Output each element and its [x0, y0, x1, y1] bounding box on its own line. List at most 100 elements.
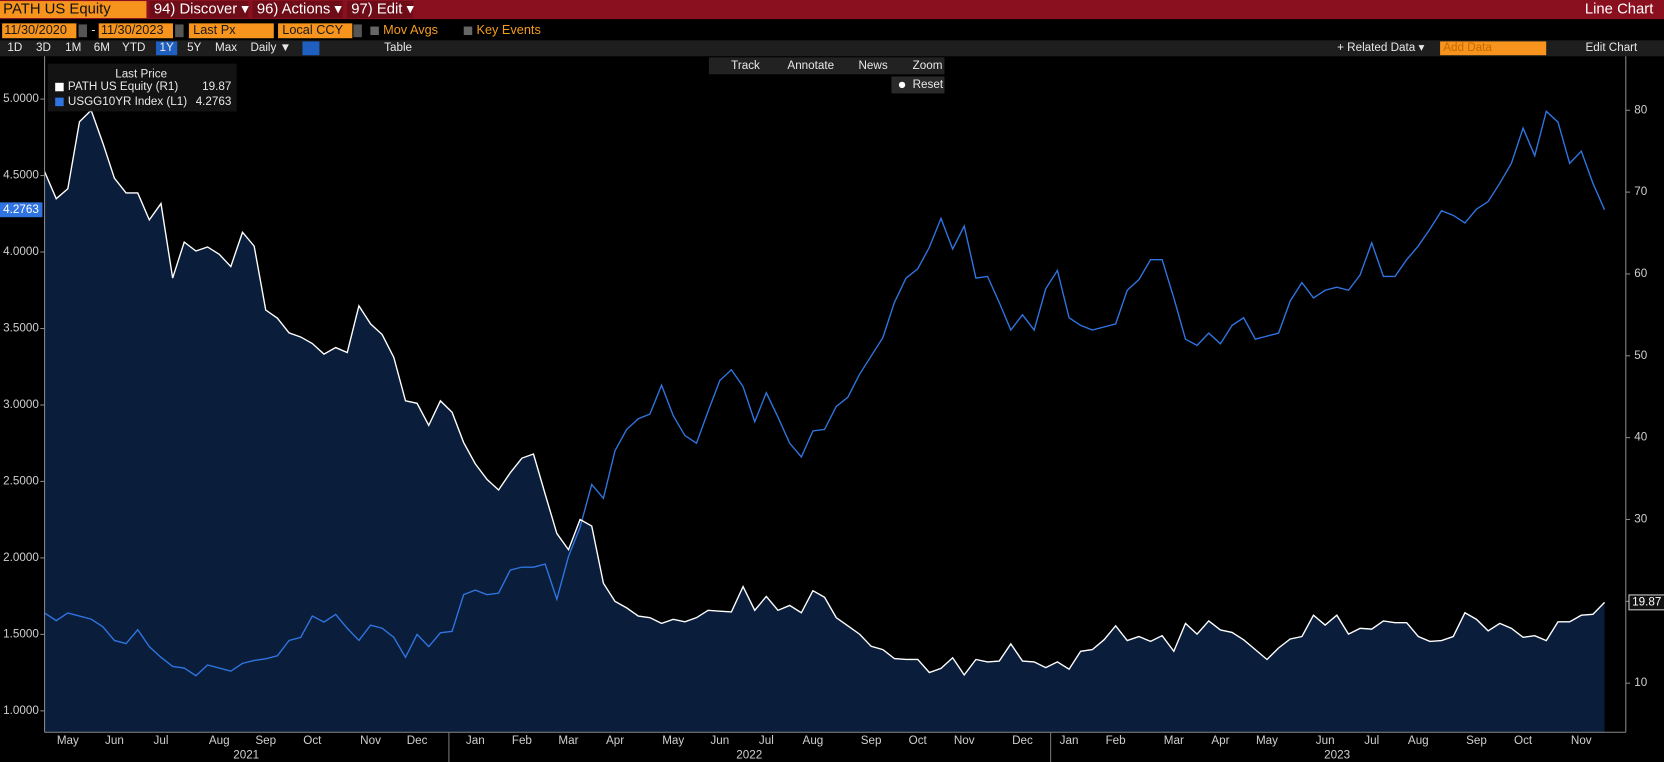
- x-tick-label: Sep: [255, 734, 276, 747]
- x-tick-label: Aug: [209, 734, 230, 747]
- reset-button[interactable]: [891, 76, 945, 94]
- period[interactable]: Daily ▼: [250, 41, 291, 54]
- dropdown-icon[interactable]: [353, 24, 362, 38]
- field-input[interactable]: [188, 23, 274, 39]
- y-tick-label: 3.5000: [3, 322, 39, 335]
- menu-button[interactable]: [347, 1, 413, 19]
- y2-tick-label: 40: [1634, 431, 1647, 444]
- x-tick-label: Feb: [512, 734, 532, 747]
- range[interactable]: 1Y: [159, 41, 173, 54]
- x-tick-label: May: [1256, 734, 1278, 747]
- legend: [47, 63, 237, 112]
- range-buttons: 1D 3D 1M 6M YTD 1Y 5Y Max: [7, 41, 237, 56]
- plot: 1.0000 1.5000 2.0000 2.5000 3.0000 3.5000 4.00…: [0, 56, 1664, 747]
- currency-input[interactable]: [278, 23, 353, 39]
- x-tick-label: Nov: [360, 734, 381, 747]
- legend-label: USGG10YR Index (L1): [68, 95, 187, 108]
- range[interactable]: 5Y: [187, 41, 201, 54]
- currency[interactable]: Local CCY: [282, 22, 343, 37]
- x-tick-label: Jun: [105, 734, 124, 747]
- reset[interactable]: Reset: [913, 78, 944, 91]
- menu[interactable]: 96) Actions ▾: [257, 1, 343, 17]
- reset-icon[interactable]: [898, 81, 906, 89]
- y-tick-label: 2.0000: [3, 551, 39, 564]
- year-label: 2022: [736, 749, 762, 762]
- line: [43, 109, 1606, 677]
- line-icon[interactable]: [302, 41, 320, 56]
- x-tick-label: Jul: [1364, 734, 1379, 747]
- y-tick-label: 3.0000: [3, 398, 39, 411]
- legend-title: Last Price: [115, 67, 167, 80]
- x-tick-label: Apr: [606, 734, 624, 747]
- x-tick-label: Sep: [1466, 734, 1487, 747]
- calendar-icon[interactable]: [78, 24, 88, 38]
- y-tick-label: 1.0000: [3, 704, 39, 717]
- x-tick-label: Nov: [1571, 734, 1592, 747]
- last-value-badge: [1628, 594, 1664, 611]
- add-data[interactable]: Add Data: [1443, 41, 1492, 54]
- tool[interactable]: Zoom: [913, 59, 943, 72]
- view-name: Line Chart: [1585, 1, 1654, 17]
- legend-swatch: [55, 97, 64, 107]
- range[interactable]: YTD: [122, 41, 145, 54]
- x-tick-label: Mar: [558, 734, 578, 747]
- range[interactable]: Max: [215, 41, 237, 54]
- option[interactable]: Key Events: [476, 22, 540, 37]
- calendar-icon[interactable]: [175, 24, 184, 38]
- checkbox[interactable]: [370, 26, 379, 36]
- field[interactable]: Last Px: [193, 22, 236, 37]
- x-tick-label: Feb: [1106, 734, 1126, 747]
- range[interactable]: 6M: [94, 41, 110, 54]
- year-label: 2023: [1324, 749, 1350, 762]
- x-tick-label: Mar: [1164, 734, 1184, 747]
- menu-button[interactable]: [252, 1, 343, 19]
- security[interactable]: PATH US Equity: [3, 1, 111, 17]
- range[interactable]: 1D: [7, 41, 22, 54]
- range[interactable]: 1M: [65, 41, 81, 54]
- legend-value: 4.2763: [196, 95, 232, 108]
- range[interactable]: 3D: [36, 41, 51, 54]
- x-tick-label: Sep: [861, 734, 882, 747]
- x-tick-label: Jun: [1316, 734, 1335, 747]
- menu-button[interactable]: [149, 1, 249, 19]
- y2-tick-label: 70: [1634, 185, 1647, 198]
- area: [44, 110, 1605, 733]
- start-date[interactable]: 11/30/2020: [4, 22, 67, 37]
- date-input[interactable]: [2, 23, 77, 39]
- title-bar: [0, 0, 1664, 20]
- x-tick-label: Aug: [1408, 734, 1429, 747]
- tool[interactable]: Annotate: [787, 59, 834, 72]
- y2-tick-label: 50: [1634, 349, 1647, 362]
- last-value: 4.2763: [3, 203, 39, 216]
- active-range[interactable]: [156, 41, 178, 56]
- add-data-input[interactable]: [1440, 41, 1547, 56]
- edit-chart[interactable]: Edit Chart: [1585, 41, 1638, 54]
- tool[interactable]: Track: [731, 59, 760, 72]
- table-button[interactable]: Table: [384, 41, 412, 54]
- legend-value: 19.87: [202, 80, 231, 93]
- menu[interactable]: 97) Edit ▾: [351, 1, 414, 17]
- x-tick-label: Oct: [909, 734, 928, 747]
- option[interactable]: Mov Avgs: [383, 22, 438, 37]
- related-data[interactable]: + Related Data ▾: [1337, 41, 1424, 54]
- x-tick-label: Aug: [803, 734, 824, 747]
- x-tick-label: May: [662, 734, 684, 747]
- date-input[interactable]: [98, 23, 173, 39]
- x-tick-label: Jul: [759, 734, 774, 747]
- x-tick-label: Jan: [466, 734, 485, 747]
- y2-tick-label: 30: [1634, 513, 1647, 526]
- date-separator: -: [91, 22, 95, 37]
- chart-tools: [708, 57, 945, 75]
- end-date[interactable]: 11/30/2023: [101, 22, 164, 37]
- x-tick-label: Oct: [1514, 734, 1533, 747]
- security-input[interactable]: [0, 1, 147, 19]
- y2-tick-label: 60: [1634, 267, 1647, 280]
- year-label: 2021: [233, 749, 259, 762]
- tool[interactable]: News: [859, 59, 888, 72]
- y2-tick-label: 10: [1634, 676, 1647, 689]
- line: [44, 110, 1606, 677]
- last-value-badge: [0, 202, 43, 218]
- checkbox[interactable]: [463, 26, 473, 36]
- x-tick-label: Oct: [303, 734, 322, 747]
- menu[interactable]: 94) Discover ▾: [154, 1, 249, 17]
